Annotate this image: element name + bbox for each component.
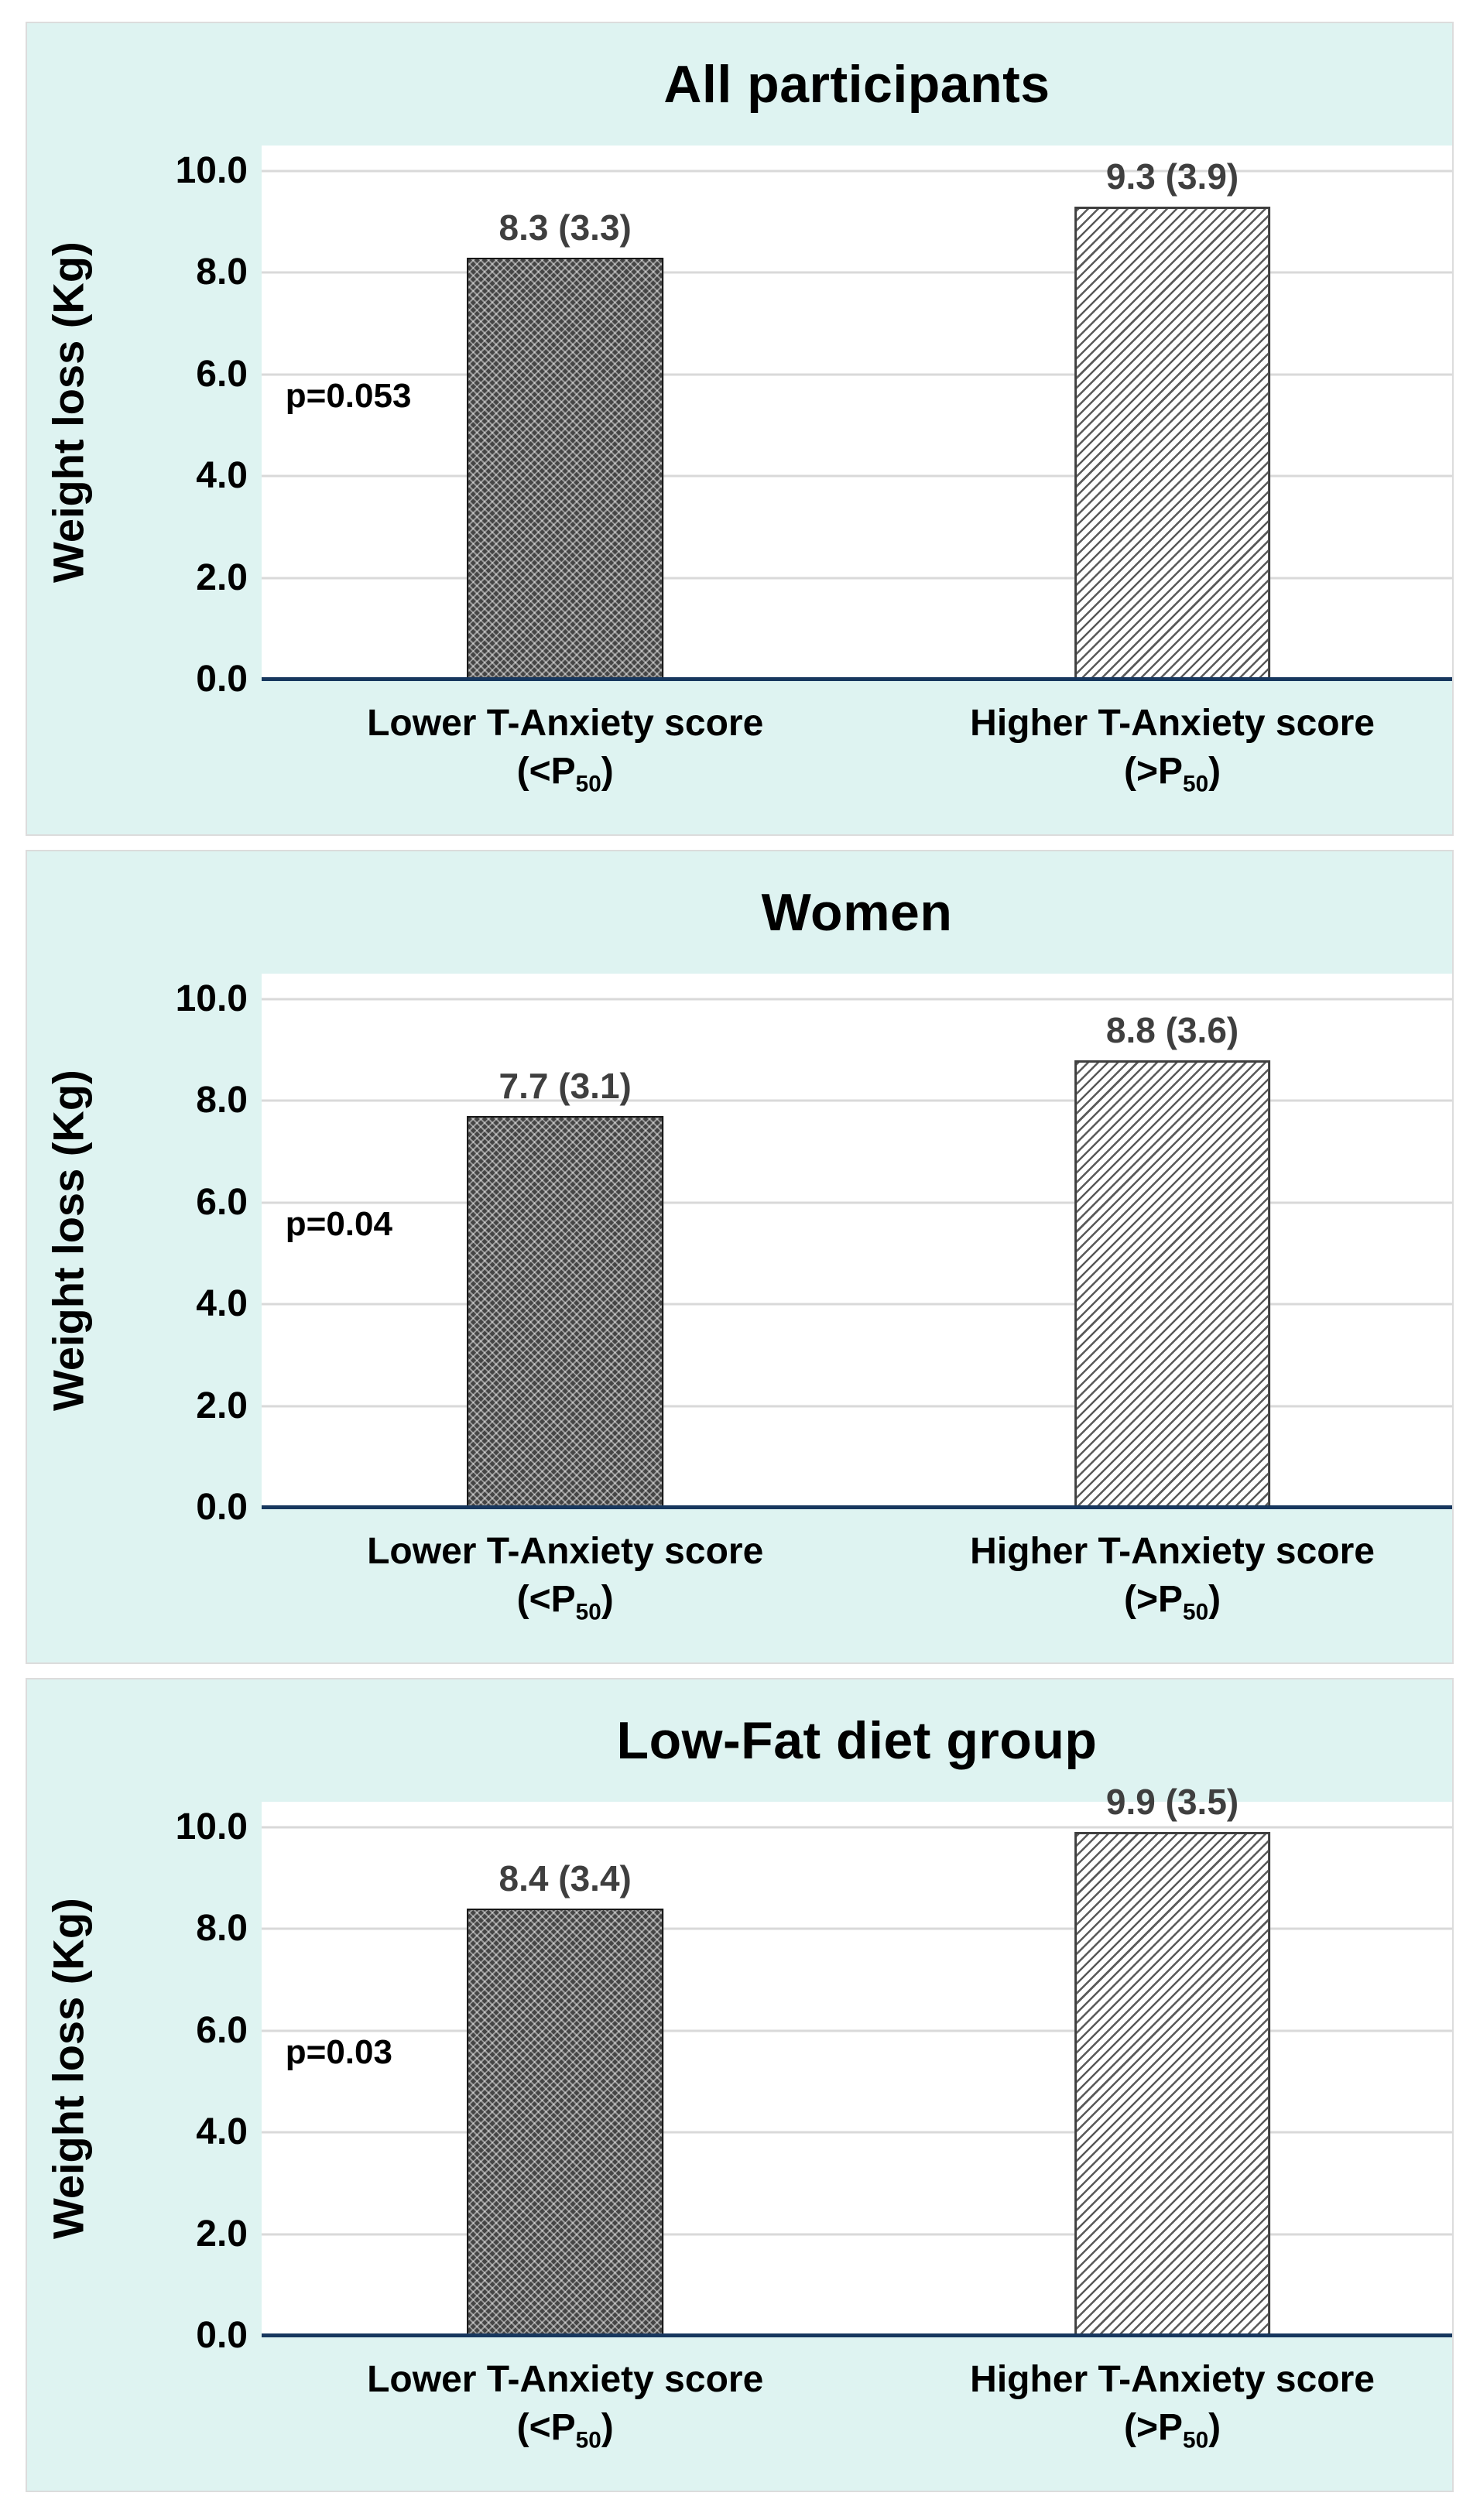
- x-category-line2: (>P50): [1124, 2407, 1221, 2453]
- bar-value-label: 8.4 (3.4): [498, 1858, 632, 1899]
- gridline: [262, 1405, 1452, 1408]
- y-tick-label: 2.0: [196, 556, 248, 598]
- y-tick-label: 4.0: [196, 2111, 248, 2153]
- x-category-line1: Higher T-Anxiety score: [970, 2359, 1375, 2400]
- gridline: [262, 2131, 1452, 2134]
- plot-area: Weight loss (Kg) 8.3 (3.3) 9.3 (3.9) p=0…: [44, 146, 1452, 698]
- chart-panel-low-fat-diet: Low-Fat diet group Weight loss (Kg) 8.4 …: [26, 1678, 1454, 2492]
- gridline: [262, 169, 1452, 173]
- x-category-line2: (<P50): [516, 2407, 614, 2453]
- y-tick-label: 2.0: [196, 1385, 248, 1426]
- y-tick-label: 2.0: [196, 2213, 248, 2255]
- x-category-line2: (>P50): [1124, 1579, 1221, 1625]
- gridline: [262, 1927, 1452, 1930]
- gridline: [262, 1303, 1452, 1306]
- gridline: [262, 998, 1452, 1001]
- percentile-subscript: 50: [575, 771, 601, 797]
- gridline: [262, 577, 1452, 580]
- bar-value-label: 8.3 (3.3): [498, 207, 632, 248]
- x-axis-line: [262, 677, 1452, 681]
- gridline: [262, 1826, 1452, 1829]
- gridline: [262, 474, 1452, 478]
- x-category-label-lower: Lower T-Anxiety score (<P50): [367, 700, 763, 796]
- percentile-subscript: 50: [575, 2427, 601, 2453]
- bar-lower-anxiety: [467, 257, 664, 680]
- chart-title: Low-Fat diet group: [616, 1711, 1098, 1770]
- bar-lower-anxiety: [467, 1116, 664, 1508]
- x-category-label-lower: Lower T-Anxiety score (<P50): [367, 1528, 763, 1625]
- bar-value-label: 9.3 (3.9): [1105, 156, 1239, 197]
- bar-value-label: 8.8 (3.6): [1105, 1009, 1239, 1050]
- p-value-label: p=0.053: [285, 377, 412, 416]
- x-category-line2: (<P50): [516, 1579, 614, 1625]
- y-tick-label: 10.0: [175, 978, 248, 1019]
- y-tick-label: 6.0: [196, 353, 248, 395]
- percentile-subscript: 50: [575, 1599, 601, 1625]
- y-tick-label: 6.0: [196, 1181, 248, 1223]
- x-category-label-higher: Higher T-Anxiety score (>P50): [970, 700, 1375, 796]
- x-category-line1: Lower T-Anxiety score: [367, 1531, 764, 1572]
- bar-higher-anxiety: [1074, 1832, 1271, 2336]
- gridline: [262, 2233, 1452, 2236]
- bar-higher-anxiety: [1074, 206, 1271, 680]
- bar-higher-anxiety: [1074, 1060, 1271, 1508]
- y-tick-label: 0.0: [196, 2315, 248, 2356]
- y-tick-label: 4.0: [196, 455, 248, 497]
- gridline: [262, 2029, 1452, 2032]
- y-tick-label: 0.0: [196, 1487, 248, 1528]
- x-axis-line: [262, 2333, 1452, 2337]
- percentile-subscript: 50: [1183, 771, 1209, 797]
- x-category-label-lower: Lower T-Anxiety score (<P50): [367, 2356, 763, 2453]
- x-category-label-higher: Higher T-Anxiety score (>P50): [970, 2356, 1375, 2453]
- chart-title: Women: [761, 883, 953, 942]
- x-axis-line: [262, 1505, 1452, 1509]
- chart-title: All participants: [663, 55, 1050, 114]
- y-tick-label: 8.0: [196, 252, 248, 293]
- p-value-label: p=0.03: [285, 2033, 392, 2072]
- y-tick-label: 0.0: [196, 659, 248, 700]
- gridline: [262, 1099, 1452, 1102]
- bar-value-label: 7.7 (3.1): [498, 1066, 632, 1106]
- gridline: [262, 1201, 1452, 1204]
- y-axis-title: Weight loss (Kg): [43, 1898, 93, 2240]
- y-tick-label: 4.0: [196, 1283, 248, 1325]
- x-category-line1: Lower T-Anxiety score: [367, 703, 764, 744]
- plot-area: Weight loss (Kg) 8.4 (3.4) 9.9 (3.5) p=0…: [44, 1784, 1452, 2354]
- gridline: [262, 373, 1452, 376]
- x-axis-labels: Lower T-Anxiety score (<P50) Higher T-An…: [262, 680, 1452, 833]
- y-tick-label: 10.0: [175, 1806, 248, 1847]
- x-category-label-higher: Higher T-Anxiety score (>P50): [970, 1528, 1375, 1625]
- x-axis-labels: Lower T-Anxiety score (<P50) Higher T-An…: [262, 2336, 1452, 2489]
- percentile-subscript: 50: [1183, 2427, 1209, 2453]
- x-category-line2: (<P50): [516, 751, 614, 797]
- x-category-line2: (>P50): [1124, 751, 1221, 797]
- x-category-line1: Higher T-Anxiety score: [970, 1531, 1375, 1572]
- bar-lower-anxiety: [467, 1909, 664, 2336]
- p-value-label: p=0.04: [285, 1205, 392, 1244]
- x-category-line1: Lower T-Anxiety score: [367, 2359, 764, 2400]
- percentile-subscript: 50: [1183, 1599, 1209, 1625]
- bar-value-label: 9.9 (3.5): [1105, 1782, 1239, 1823]
- y-tick-label: 10.0: [175, 149, 248, 191]
- x-category-line1: Higher T-Anxiety score: [970, 703, 1375, 744]
- y-tick-label: 8.0: [196, 1908, 248, 1950]
- chart-panel-all-participants: All participants Weight loss (Kg) 8.3 (3…: [26, 22, 1454, 836]
- gridline: [262, 271, 1452, 274]
- y-axis-title: Weight loss (Kg): [43, 1070, 93, 1412]
- y-tick-label: 8.0: [196, 1080, 248, 1121]
- x-axis-labels: Lower T-Anxiety score (<P50) Higher T-An…: [262, 1508, 1452, 1661]
- y-axis-title: Weight loss (Kg): [43, 241, 93, 584]
- chart-panel-women: Women Weight loss (Kg) 7.7 (3.1) 8.8 (3.…: [26, 850, 1454, 1664]
- y-tick-label: 6.0: [196, 2009, 248, 2051]
- plot-area: Weight loss (Kg) 7.7 (3.1) 8.8 (3.6) p=0…: [44, 974, 1452, 1526]
